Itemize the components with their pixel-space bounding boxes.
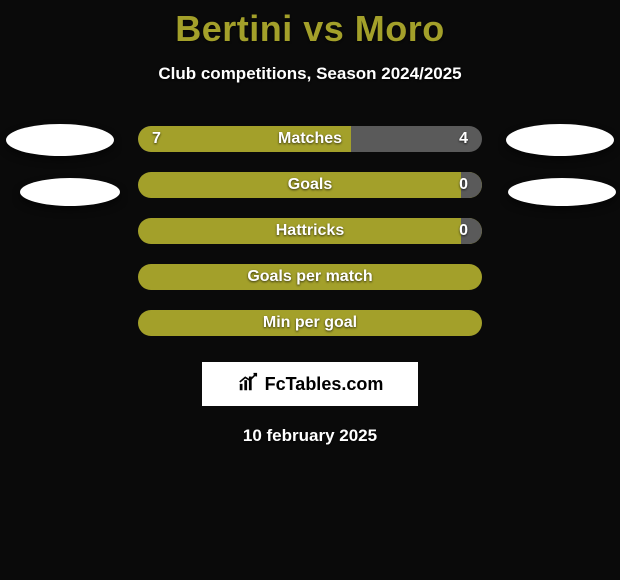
chart-icon: [237, 371, 265, 398]
page-subtitle: Club competitions, Season 2024/2025: [0, 64, 620, 84]
stat-row: Goals per match: [138, 264, 482, 290]
stats-area: 7 Matches 4 Goals 0 Hattricks 0 Goals per match…: [0, 114, 620, 344]
stat-value-right: 4: [459, 130, 468, 148]
stat-row: Hattricks 0: [138, 218, 482, 244]
stat-value-right: 0: [459, 176, 468, 194]
stat-label: Hattricks: [276, 222, 344, 240]
stat-label: Goals per match: [247, 268, 372, 286]
snapshot-date: 10 february 2025: [0, 426, 620, 446]
stat-label: Min per goal: [263, 314, 357, 332]
player-right-top-blob: [506, 124, 614, 156]
player-left-top-blob: [6, 124, 114, 156]
brand-text: FcTables.com: [265, 374, 384, 395]
stat-row: Goals 0: [138, 172, 482, 198]
page-title: Bertini vs Moro: [0, 0, 620, 50]
player-right-mid-blob: [508, 178, 616, 206]
stat-label: Goals: [288, 176, 332, 194]
brand-logo-box[interactable]: FcTables.com: [202, 362, 418, 406]
stat-row: 7 Matches 4: [138, 126, 482, 152]
stat-value-right: 0: [459, 222, 468, 240]
player-left-mid-blob: [20, 178, 120, 206]
stat-value-left: 7: [152, 130, 161, 148]
stat-row: Min per goal: [138, 310, 482, 336]
stat-label: Matches: [278, 130, 342, 148]
